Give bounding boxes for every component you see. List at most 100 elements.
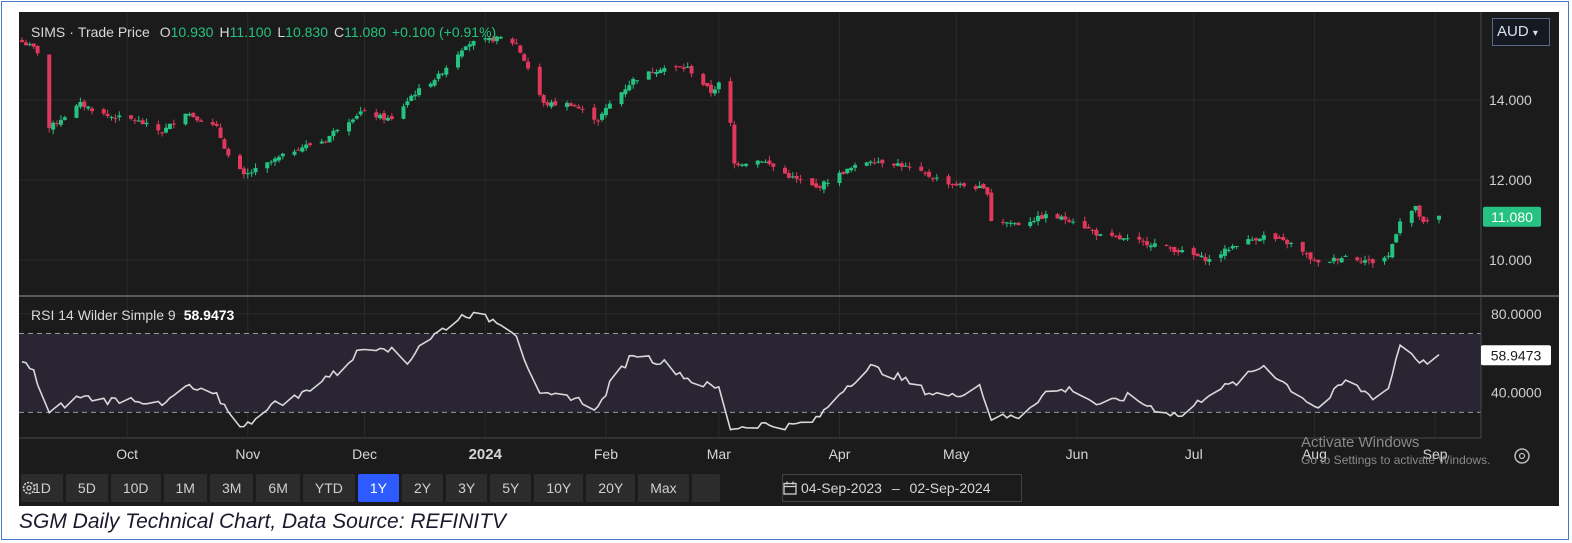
range-button-10d[interactable]: 10D (110, 474, 161, 502)
candle[interactable] (47, 54, 52, 133)
candle[interactable] (654, 69, 659, 77)
candle[interactable] (31, 43, 36, 50)
candle[interactable] (892, 163, 896, 169)
candle[interactable] (1125, 234, 1130, 242)
candle[interactable] (541, 93, 546, 107)
candle[interactable] (218, 123, 223, 139)
candle[interactable] (623, 84, 628, 98)
range-button-20y[interactable]: 20Y (586, 474, 636, 502)
candle[interactable] (304, 140, 309, 152)
candle[interactable] (471, 40, 476, 50)
candle[interactable] (222, 137, 227, 149)
candle[interactable] (989, 188, 994, 222)
candle[interactable] (382, 110, 387, 124)
candle[interactable] (1355, 256, 1360, 262)
candle[interactable] (1222, 245, 1227, 260)
candle[interactable] (296, 147, 301, 151)
candle[interactable] (436, 70, 441, 82)
candle[interactable] (374, 108, 379, 121)
candle[interactable] (459, 48, 464, 59)
candle[interactable] (1012, 222, 1017, 226)
candle[interactable] (849, 166, 854, 173)
candle[interactable] (572, 103, 577, 107)
candle[interactable] (514, 38, 519, 45)
candle[interactable] (1008, 220, 1013, 227)
rsi-line[interactable] (21, 311, 1440, 431)
candle[interactable] (491, 35, 496, 43)
candle[interactable] (985, 187, 990, 197)
candle[interactable] (183, 113, 188, 126)
chart-panel[interactable]: 14.000 12.000 10.000 80.0000 40.0000 Oct Nov De… (19, 12, 1559, 506)
candle[interactable] (1343, 254, 1348, 257)
range-button-5d[interactable]: 5D (65, 474, 108, 502)
candle[interactable] (280, 152, 285, 160)
chart-svg[interactable]: 14.000 12.000 10.000 80.0000 40.0000 Oct Nov De… (19, 12, 1559, 506)
candle[interactable] (276, 155, 281, 163)
candle[interactable] (199, 118, 204, 122)
candle[interactable] (763, 159, 768, 163)
candle[interactable] (880, 159, 885, 168)
candle[interactable] (210, 118, 215, 127)
candle[interactable] (1398, 218, 1403, 236)
candle[interactable] (662, 65, 667, 76)
candle[interactable] (1059, 214, 1064, 221)
candle[interactable] (238, 153, 242, 170)
candle[interactable] (1409, 210, 1414, 227)
candle[interactable] (837, 170, 842, 187)
candle[interactable] (1246, 235, 1251, 245)
candle[interactable] (1141, 238, 1146, 246)
range-button-1d[interactable]: 1D (21, 474, 63, 502)
candle[interactable] (1172, 246, 1177, 256)
candle[interactable] (1277, 234, 1282, 239)
candle[interactable] (444, 65, 449, 78)
candle[interactable] (1328, 261, 1332, 264)
candle[interactable] (1063, 212, 1068, 225)
candle[interactable] (1117, 232, 1122, 240)
candle[interactable] (1304, 251, 1309, 258)
candle[interactable] (755, 160, 760, 168)
candle[interactable] (164, 123, 169, 134)
candle[interactable] (1257, 237, 1262, 242)
candle[interactable] (592, 103, 597, 125)
candle[interactable] (1366, 255, 1371, 265)
candle[interactable] (109, 115, 114, 121)
candle[interactable] (919, 162, 924, 172)
rsi-series-line[interactable] (21, 311, 1440, 431)
candle[interactable] (319, 138, 324, 144)
candle[interactable] (1234, 245, 1239, 250)
candle[interactable] (790, 172, 795, 179)
candle[interactable] (494, 35, 499, 45)
candle[interactable] (1137, 232, 1142, 244)
candle[interactable] (1036, 211, 1041, 226)
candle[interactable] (1001, 218, 1005, 226)
candle[interactable] (249, 169, 254, 177)
candle[interactable] (1086, 224, 1091, 229)
candle[interactable] (1261, 231, 1266, 244)
candle[interactable] (1417, 204, 1422, 221)
candle[interactable] (90, 106, 95, 115)
candle[interactable] (716, 81, 721, 94)
candle[interactable] (1082, 216, 1087, 229)
candle[interactable] (627, 80, 632, 92)
candle[interactable] (241, 166, 246, 179)
candle[interactable] (440, 72, 445, 77)
candle[interactable] (1098, 233, 1103, 237)
candle[interactable] (487, 36, 492, 44)
candle[interactable] (273, 156, 278, 166)
candle[interactable] (522, 52, 527, 62)
candle[interactable] (1168, 245, 1173, 252)
candle[interactable] (674, 64, 678, 72)
candle[interactable] (818, 184, 823, 192)
candle[interactable] (958, 181, 963, 188)
candle[interactable] (23, 39, 28, 46)
candle[interactable] (510, 37, 515, 46)
candle[interactable] (798, 174, 803, 184)
candle[interactable] (1273, 232, 1278, 242)
candle[interactable] (930, 176, 935, 183)
range-button-3y[interactable]: 3Y (446, 474, 488, 502)
candle[interactable] (1285, 238, 1290, 249)
candle[interactable] (681, 63, 686, 72)
candle[interactable] (1207, 254, 1212, 266)
candle[interactable] (794, 172, 799, 184)
candle[interactable] (895, 158, 900, 167)
